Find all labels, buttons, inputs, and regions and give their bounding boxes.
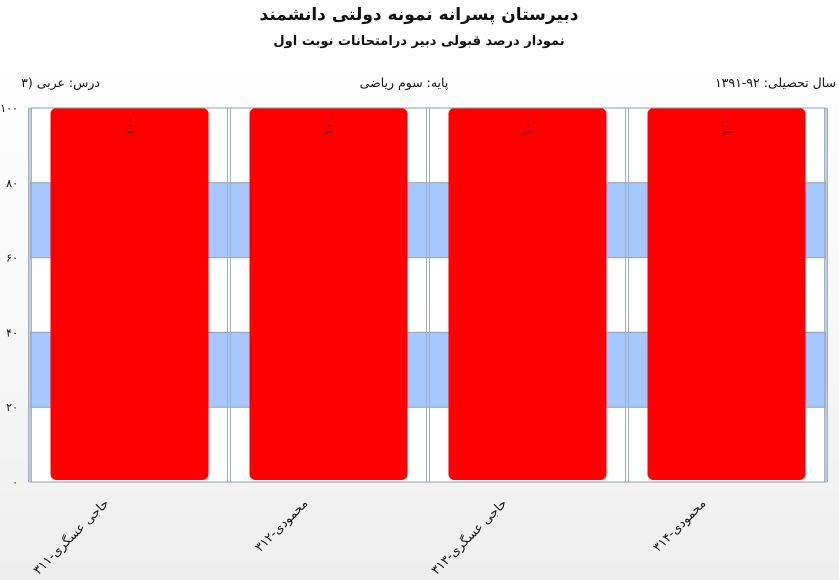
chart-title: دبیرستان پسرانه نمونه دولتی دانشمند — [260, 5, 579, 25]
bar — [50, 108, 209, 480]
y-tick-label: ۴۰ — [6, 326, 18, 339]
data-label: ۱۰۰ — [123, 116, 137, 135]
x-category-label: محمودی-۳۱۴ — [650, 496, 710, 556]
bar — [448, 108, 607, 480]
plot-area: ۰ ۲۰ ۴۰ ۶۰ ۸۰ ۱۰۰ ۱۰۰ حاجی عسگری-۳۱۱ ۱۰۰ محمودی-۳… — [0, 102, 828, 578]
y-tick-label: ۶۰ — [6, 252, 18, 265]
bar — [249, 108, 408, 480]
x-category-label: حاجی عسگری-۳۱۳ — [428, 496, 510, 578]
y-tick-label: ۸۰ — [6, 177, 18, 190]
course-label: درس: عربی (۳ — [21, 75, 100, 91]
x-category-label: محمودی-۳۱۲ — [252, 496, 312, 556]
y-tick-label: ۰ — [12, 476, 18, 489]
data-label: ۱۰۰ — [521, 116, 535, 135]
bar — [647, 108, 806, 480]
chart-subtitle: نمودار درصد قبولی دبیر درامتحانات نوبت ا… — [273, 34, 564, 49]
y-tick-label: ۲۰ — [6, 401, 18, 414]
grade-label: پایه: سوم ریاضی — [360, 75, 449, 91]
school-year-label: سال تحصیلی: ۹۲-۱۳۹۱ — [715, 75, 836, 90]
data-label: ۱۰۰ — [322, 116, 336, 135]
plot-border — [29, 107, 827, 483]
data-label: ۱۰۰ — [720, 116, 734, 135]
y-tick-label: ۱۰۰ — [0, 102, 18, 115]
x-category-label: حاجی عسگری-۳۱۱ — [30, 496, 112, 578]
